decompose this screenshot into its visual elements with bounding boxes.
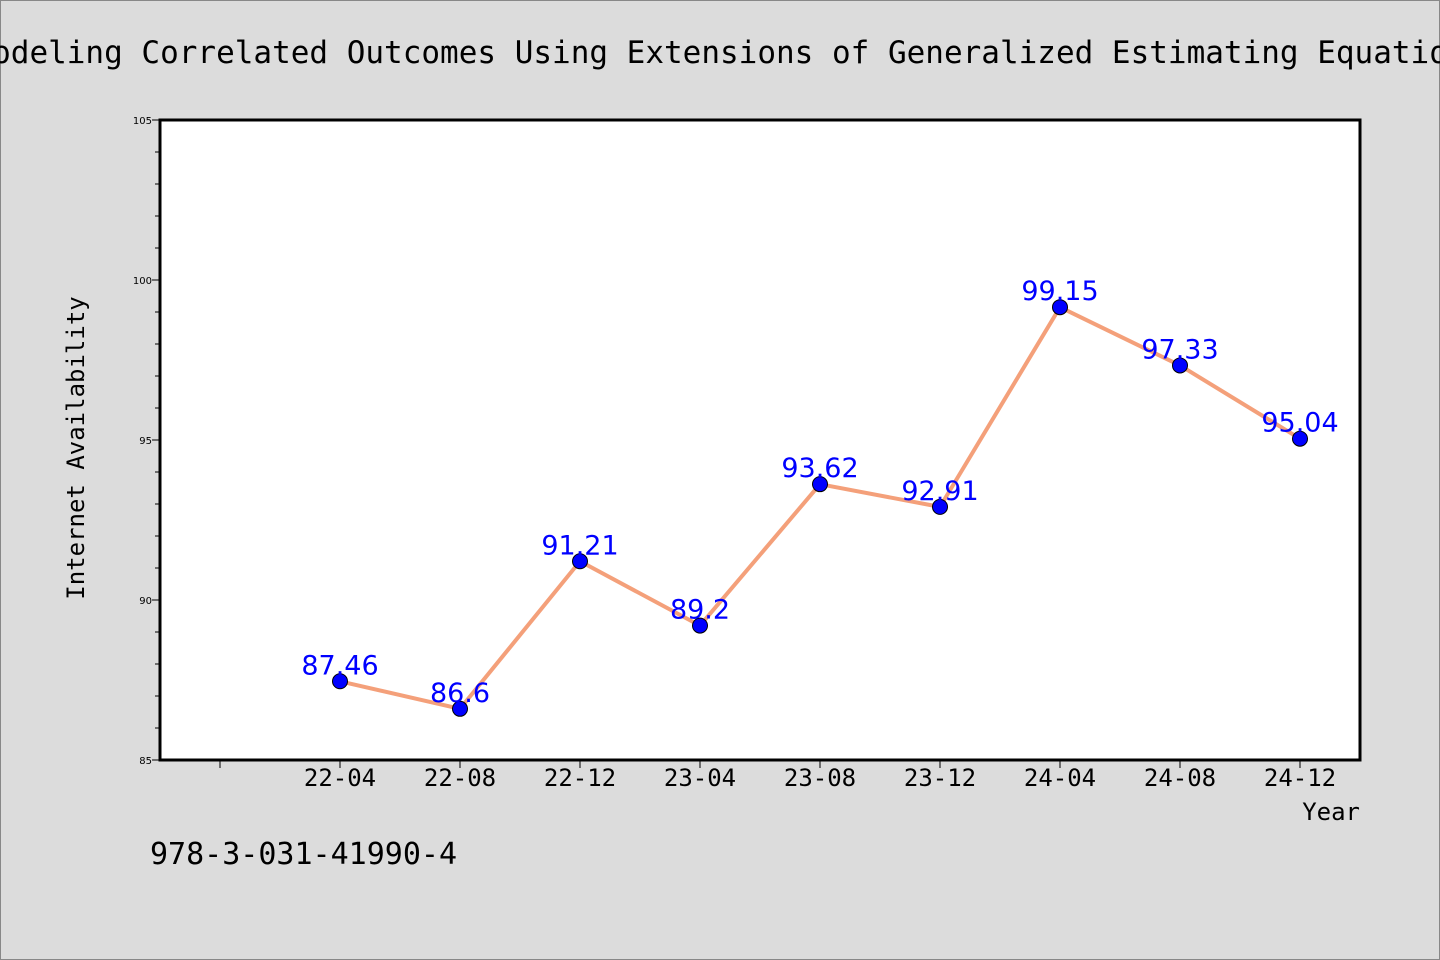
x-axis-ticks: 22-04 22-08 22-12 23-04 23-08 23-12 24-04 24-08… — [219, 760, 1336, 792]
data-markers — [332, 299, 1308, 717]
x-tick-label: 22-04 — [304, 764, 376, 792]
y-tick-label: 95 — [139, 436, 152, 447]
data-label: 93.62 — [781, 453, 858, 484]
plot-area — [158, 118, 1362, 762]
data-point — [812, 476, 828, 493]
y-tick-label: 90 — [139, 596, 152, 607]
data-labels: 87.46 86.6 91.21 89.2 93.62 92.91 99.15 97.33 95… — [301, 276, 1338, 709]
x-tick-label: 22-08 — [424, 764, 496, 792]
y-tick-label: 100 — [133, 276, 152, 287]
y-axis-ticks: 85 90 95 100 105 — [133, 116, 160, 767]
y-axis-label: Internet Availability — [62, 296, 90, 599]
data-label: 99.15 — [1021, 276, 1098, 307]
data-point — [332, 673, 348, 690]
x-tick-label: 22-12 — [544, 764, 616, 792]
y-tick-label: 85 — [139, 756, 152, 767]
data-label: 89.2 — [670, 595, 730, 626]
data-point — [572, 553, 588, 570]
x-tick-label: 24-12 — [1264, 764, 1336, 792]
data-point — [932, 498, 948, 515]
data-label: 86.6 — [430, 678, 490, 709]
chart-title: Modeling Correlated Outcomes Using Exten… — [0, 35, 1440, 71]
data-point — [452, 700, 468, 717]
x-tick-label: 23-04 — [664, 764, 736, 792]
footer-isbn: 978-3-031-41990-4 — [150, 837, 457, 872]
data-point — [1052, 299, 1068, 316]
data-point — [1292, 430, 1308, 447]
data-label: 95.04 — [1261, 408, 1338, 439]
x-tick-label: 24-08 — [1144, 764, 1216, 792]
data-point — [692, 617, 708, 634]
y-tick-label: 105 — [133, 116, 152, 127]
data-label: 91.21 — [541, 530, 618, 561]
data-label: 92.91 — [901, 476, 978, 507]
x-tick-label: 23-12 — [904, 764, 976, 792]
x-tick-label: 23-08 — [784, 764, 856, 792]
data-label: 87.46 — [301, 650, 378, 681]
x-tick-label: 24-04 — [1024, 764, 1096, 792]
data-label: 97.33 — [1141, 334, 1218, 365]
data-point — [1172, 357, 1188, 374]
x-axis-label: Year — [1302, 798, 1360, 826]
